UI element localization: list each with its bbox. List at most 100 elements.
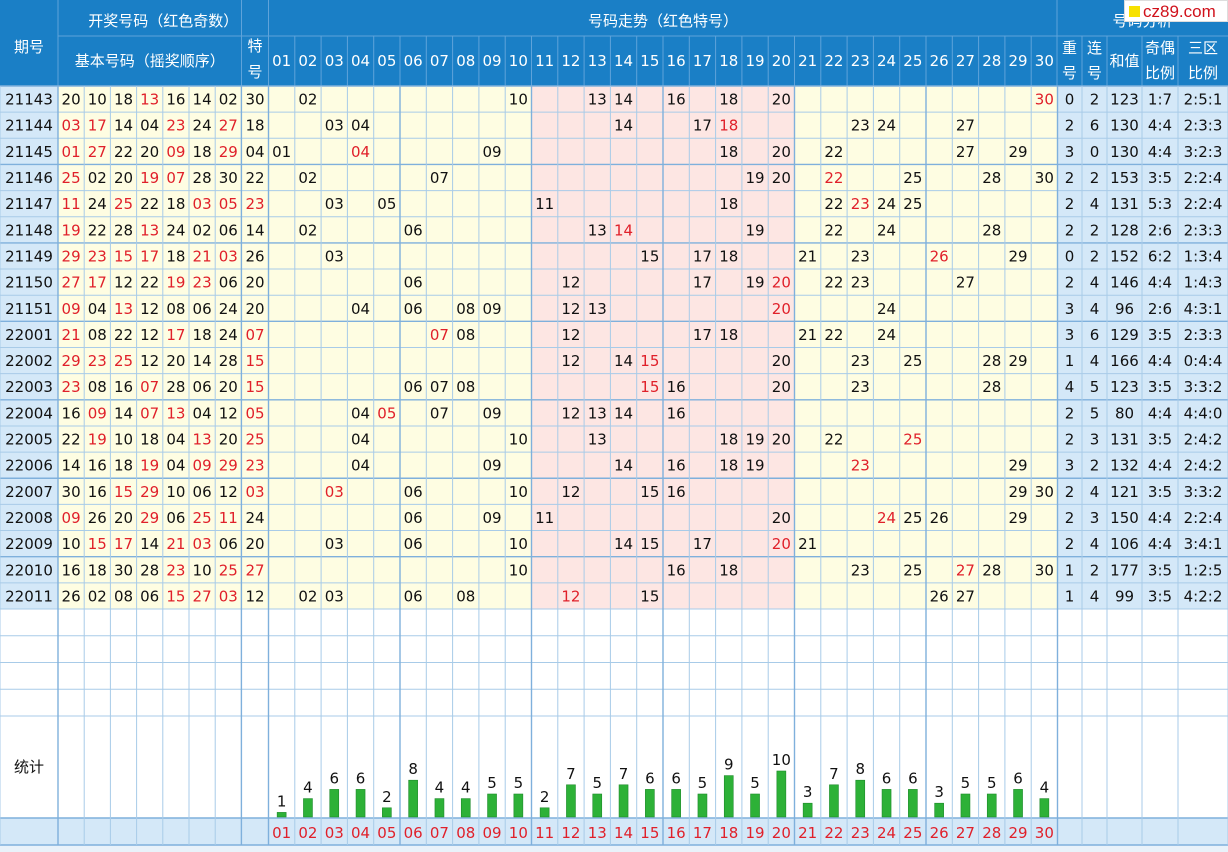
kaijiang-title: 开奖号码（红色奇数）	[88, 12, 238, 30]
trend-number: 23	[851, 561, 870, 579]
trend-number: 19	[746, 221, 765, 239]
trend-number: 05	[377, 195, 396, 213]
analysis-cell: 0	[1065, 247, 1075, 265]
trend-number: 17	[693, 326, 712, 344]
trend-number: 18	[719, 457, 738, 475]
basic-number: 20	[62, 91, 81, 109]
analysis-cell: 4:2:2	[1184, 587, 1223, 605]
basic-number: 06	[140, 587, 159, 605]
analysis-col-header: 重	[1062, 39, 1077, 57]
period-cell: 22010	[5, 561, 53, 579]
stat-category-label: 07	[430, 824, 449, 842]
trend-number: 02	[298, 169, 317, 187]
basic-number: 03	[219, 587, 238, 605]
stat-bar	[723, 775, 734, 818]
analysis-col-header: 号	[1062, 64, 1077, 82]
basic-number: 14	[114, 404, 133, 422]
basic-number: 04	[166, 431, 185, 449]
trend-number: 25	[903, 509, 922, 527]
analysis-cell: 2	[1065, 117, 1075, 135]
trend-number: 16	[667, 404, 686, 422]
analysis-cell: 2:3:3	[1184, 221, 1223, 239]
basic-number: 14	[193, 352, 212, 370]
trend-col-header: 14	[614, 52, 633, 70]
trend-number: 09	[483, 457, 502, 475]
site-logo[interactable]: cz89.com	[1124, 0, 1228, 22]
trend-number: 18	[719, 143, 738, 161]
basic-number: 24	[166, 221, 185, 239]
trend-number: 12	[561, 483, 580, 501]
trend-number: 06	[404, 587, 423, 605]
basic-number: 06	[219, 274, 238, 292]
basic-number: 12	[219, 404, 238, 422]
stat-bar-label: 4	[303, 779, 313, 797]
analysis-cell: 3	[1065, 457, 1075, 475]
trend-number: 24	[877, 326, 896, 344]
trend-number: 20	[772, 431, 791, 449]
special-number: 23	[245, 195, 264, 213]
basic-number: 08	[88, 378, 107, 396]
analysis-cell: 0	[1065, 91, 1075, 109]
trend-col-header: 05	[377, 52, 396, 70]
stat-category-label: 01	[272, 824, 291, 842]
stat-category-label: 15	[640, 824, 659, 842]
analysis-cell: 2:6	[1148, 300, 1172, 318]
trend-col-header: 10	[509, 52, 528, 70]
trend-number: 29	[1009, 247, 1028, 265]
trend-number: 16	[667, 561, 686, 579]
trend-number: 22	[824, 221, 843, 239]
analysis-cell: 2:2:4	[1184, 195, 1223, 213]
basic-number: 18	[193, 326, 212, 344]
trend-number: 15	[640, 378, 659, 396]
trend-col-header: 17	[693, 52, 712, 70]
trend-number: 04	[351, 404, 370, 422]
trend-col-header: 04	[351, 52, 370, 70]
analysis-cell: 2:2:4	[1184, 169, 1223, 187]
period-cell: 21149	[5, 247, 53, 265]
logo-text: cz89.com	[1143, 2, 1216, 21]
analysis-cell: 130	[1110, 143, 1139, 161]
special-number: 12	[245, 587, 264, 605]
basic-number: 09	[88, 404, 107, 422]
trend-number: 18	[719, 561, 738, 579]
trend-number: 09	[483, 300, 502, 318]
trend-number: 14	[614, 91, 633, 109]
trend-number: 18	[719, 431, 738, 449]
stat-bar	[645, 789, 655, 818]
analysis-cell: 146	[1110, 274, 1139, 292]
basic-number: 27	[62, 274, 81, 292]
basic-number: 23	[88, 247, 107, 265]
basic-number: 22	[62, 431, 81, 449]
stat-category-label: 14	[614, 824, 633, 842]
analysis-cell: 2	[1090, 247, 1100, 265]
basic-number: 16	[62, 404, 81, 422]
stat-bar	[776, 770, 787, 818]
special-number: 22	[245, 169, 264, 187]
basic-number: 04	[193, 404, 212, 422]
analysis-cell: 2:2:4	[1184, 509, 1223, 527]
analysis-cell: 2	[1090, 91, 1100, 109]
analysis-cell: 3:3:2	[1184, 378, 1223, 396]
trend-number: 03	[325, 195, 344, 213]
trend-number: 12	[561, 326, 580, 344]
analysis-cell: 6	[1090, 326, 1100, 344]
analysis-cell: 3:4:1	[1184, 535, 1223, 553]
stat-category-label: 06	[404, 824, 423, 842]
trend-number: 02	[298, 587, 317, 605]
stat-bar-label: 5	[487, 774, 497, 792]
analysis-cell: 4	[1090, 352, 1100, 370]
trend-number: 08	[456, 378, 475, 396]
trend-number: 02	[298, 91, 317, 109]
trend-number: 15	[640, 587, 659, 605]
basic-number: 15	[166, 587, 185, 605]
trend-number: 24	[877, 300, 896, 318]
trend-number: 12	[561, 274, 580, 292]
period-cell: 21144	[5, 117, 53, 135]
basic-number: 19	[140, 169, 159, 187]
trend-number: 21	[798, 247, 817, 265]
trend-number: 23	[851, 247, 870, 265]
trend-number: 22	[824, 195, 843, 213]
trend-number: 06	[404, 300, 423, 318]
basic-number: 14	[114, 117, 133, 135]
trend-number: 06	[404, 274, 423, 292]
